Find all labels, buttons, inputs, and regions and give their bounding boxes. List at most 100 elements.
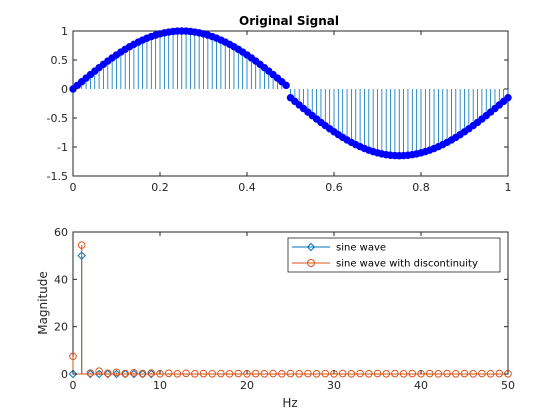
chart-title: Original Signal — [239, 14, 339, 28]
spectrum-point — [191, 369, 199, 378]
signal-point — [504, 93, 512, 102]
spectrum-point — [138, 369, 147, 379]
spectrum-point — [251, 369, 260, 378]
spectrum-point — [173, 369, 182, 378]
signal-point — [282, 81, 290, 90]
spectrum-point — [391, 369, 399, 378]
spectrum-point — [147, 369, 156, 377]
signal-stems — [76, 31, 509, 156]
x-axis-label: Hz — [282, 396, 297, 410]
spectrum-point — [103, 369, 113, 379]
spectrum-point — [68, 369, 78, 379]
spectrum-point — [425, 369, 434, 378]
spectrum-point — [321, 369, 330, 378]
legend-box — [287, 237, 501, 273]
spectrum-point — [225, 369, 234, 378]
spectrum-point — [130, 369, 138, 377]
top-y-tick-label: 0 — [61, 83, 68, 96]
spectrum-point — [443, 369, 451, 378]
spectrum-point — [460, 369, 469, 378]
spectrum-point — [434, 369, 443, 378]
top-y-tick-label: -1 — [57, 141, 68, 154]
legend-entry-sine: sine wave — [292, 243, 386, 254]
spectrum-point — [452, 369, 460, 378]
y-axis-label: Magnitude — [36, 271, 50, 335]
spectrum-point — [104, 369, 112, 378]
spectrum-series — [68, 241, 512, 379]
spectrum-point — [217, 369, 225, 378]
spectrum-point — [295, 369, 304, 378]
spectrum-point — [208, 369, 216, 378]
spectrum-point — [338, 369, 347, 378]
spectrum-point — [373, 369, 382, 378]
spectrum-point — [408, 369, 417, 378]
top-x-tick-label: 0 — [70, 181, 77, 194]
spectrum-point — [121, 369, 129, 378]
spectrum-point — [95, 367, 103, 375]
top-x-tick-label: 1 — [505, 181, 512, 194]
top-y-tick-label: 0.5 — [51, 54, 69, 67]
legend-marker-discontinuity — [307, 259, 315, 267]
legend-marker-sine — [306, 242, 316, 252]
legend-label-discontinuity: sine wave with discontinuity — [336, 259, 478, 270]
spectrum-point — [304, 369, 312, 378]
bottom-x-tick-label: 0 — [70, 379, 77, 392]
spectrum-point — [269, 369, 277, 378]
legend-label-sine: sine wave — [336, 243, 386, 254]
spectrum-point — [199, 369, 208, 378]
spectrum-point — [347, 369, 356, 378]
spectrum-point — [112, 368, 121, 377]
bottom-x-tick-label: 10 — [153, 379, 167, 392]
spectrum-point — [278, 369, 286, 378]
top-x-tick-label: 0.2 — [151, 181, 169, 194]
bottom-x-tick-label: 40 — [414, 379, 428, 392]
spectrum-point — [138, 369, 147, 378]
spectrum-point — [120, 369, 130, 379]
bottom-x-tick-label: 30 — [327, 379, 341, 392]
spectrum-point — [182, 369, 190, 378]
y-ticks-top: -1.5 -1 -0.5 0 0.5 1 — [47, 25, 508, 183]
spectrum-point — [94, 369, 104, 379]
bottom-y-tick-label: 0 — [61, 368, 68, 381]
spectrum-point — [486, 369, 495, 378]
spectrum-point — [286, 369, 295, 378]
bottom-y-tick-label: 20 — [54, 321, 68, 334]
spectrum-point — [469, 369, 478, 378]
x-ticks-bottom: 0 10 20 30 40 50 — [70, 232, 515, 392]
spectrum-point — [312, 369, 321, 378]
legend: sine wave sine wave with discontinuity — [287, 237, 501, 273]
spectrum-point — [495, 369, 504, 378]
top-x-tick-label: 0.6 — [325, 181, 343, 194]
top-x-tick-label: 0.4 — [238, 181, 256, 194]
series-sine-wave-with-discontinuity — [69, 241, 512, 378]
legend-entry-discontinuity: sine wave with discontinuity — [292, 259, 478, 270]
spectrum-point — [129, 369, 139, 379]
spectrum-point — [164, 369, 173, 378]
signal-markers — [69, 27, 512, 160]
spectrum-point — [478, 369, 486, 378]
bottom-x-tick-label: 20 — [240, 379, 254, 392]
spectrum-point — [86, 369, 95, 377]
bottom-y-tick-label: 60 — [54, 226, 68, 239]
spectrum-plot: 0 10 20 30 40 50 0 20 40 60 Hz Magnitude sine wa… — [36, 226, 515, 410]
spectrum-point — [234, 369, 243, 378]
spectrum-point — [365, 369, 373, 378]
spectrum-point — [86, 369, 95, 379]
spectrum-point — [112, 369, 121, 379]
spectrum-point — [356, 369, 364, 378]
spectrum-point — [77, 241, 86, 249]
spectrum-point — [382, 369, 391, 378]
bottom-x-tick-label: 50 — [501, 379, 515, 392]
spectrum-point — [69, 352, 77, 361]
x-ticks-top: 0 0.2 0.4 0.6 0.8 1 — [70, 31, 512, 194]
spectrum-point — [260, 369, 269, 378]
spectrum-point — [146, 369, 156, 379]
top-x-tick-label: 0.8 — [412, 181, 430, 194]
bottom-y-tick-label: 40 — [54, 273, 68, 286]
original-signal-plot: Original Signal 0 0.2 0.4 0.6 0.8 1 -1.5 -1 -0.… — [47, 14, 512, 194]
spectrum-point — [399, 369, 408, 378]
top-y-tick-label: -1.5 — [47, 170, 68, 183]
top-y-tick-label: 1 — [61, 25, 68, 38]
top-y-tick-label: -0.5 — [47, 112, 68, 125]
